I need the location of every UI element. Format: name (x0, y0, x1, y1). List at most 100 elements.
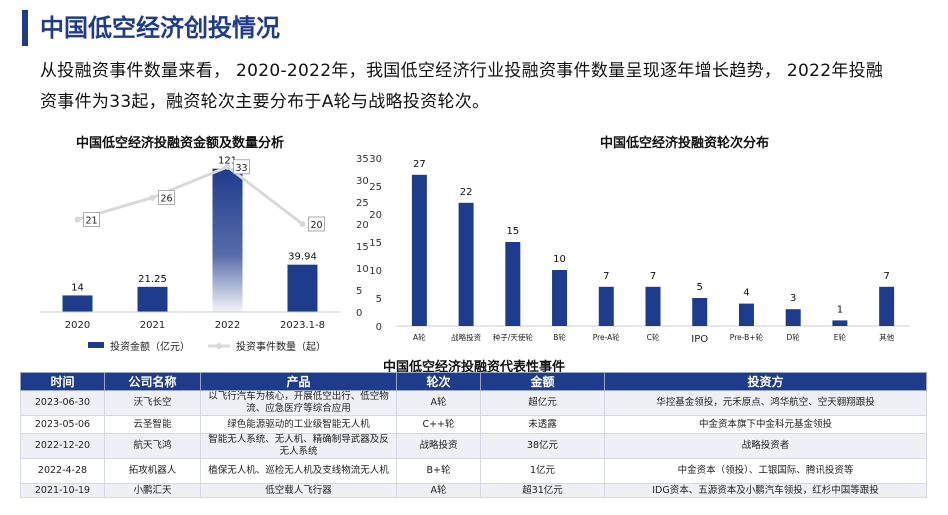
chart2-bar-label: 22 (460, 187, 473, 198)
chart1-right-tick-label: 15 (356, 242, 369, 253)
cell-product: 绿色能源驱动的工业级智能无人机 (200, 415, 397, 434)
table-row: 2021-10-19 小鹏汇天 低空载人飞行器 A轮 超31亿元 IDG资本、五… (20, 483, 927, 498)
chart1-count-line (77, 165, 304, 226)
table-row: 2022-12-20 航天飞鸿 智能无人系统、无人机、精确制导武器及反无人系统 … (20, 433, 927, 459)
chart2-y-tick-label: 10 (369, 266, 382, 277)
chart2-bar-label: 7 (883, 271, 889, 282)
chart2-bar-label: 7 (650, 271, 656, 282)
chart2-bar-label: 27 (413, 159, 426, 170)
chart2-bar-label: 15 (506, 226, 519, 237)
chart2-x-tick-label: 种子/天使轮 (493, 332, 534, 342)
header-product: 产品 (200, 372, 397, 391)
chart2-bar (692, 298, 708, 326)
intro-paragraph: 从投融资事件数量来看， 2020-2022年，我国低空经济行业投融资事件数量呈现… (40, 61, 884, 112)
chart1-title: 中国低空经济投融资金额及数量分析 (76, 136, 285, 151)
chart2-x-tick-label: E轮 (834, 332, 847, 342)
chart2-title: 中国低空经济投融资轮次分布 (600, 136, 770, 151)
chart2-bar-label: 10 (553, 254, 566, 265)
chart1-bar (137, 286, 168, 312)
header-amount: 金额 (480, 372, 605, 391)
cell-company: 小鹏汇天 (104, 483, 201, 498)
chart1-x-tick-label: 2021 (140, 320, 165, 331)
chart1-legend-line-label: 投资事件数量（起） (236, 340, 326, 353)
header-round: 轮次 (396, 372, 481, 391)
chart2-bar-label: 3 (790, 293, 796, 304)
chart2-bar (552, 270, 568, 326)
cell-investors: 华控基金领投，元禾原点、鸿华航空、空天翱翔跟投 (604, 390, 927, 416)
chart1-bar-label: 39.94 (288, 252, 317, 263)
cell-round: A轮 (396, 483, 481, 498)
chart2-bar (598, 286, 614, 326)
chart2-x-tick-label: C轮 (647, 332, 660, 342)
events-table: 时间 公司名称 产品 轮次 金额 投资方 2023-06-30 沃飞长空 以飞行… (20, 372, 927, 498)
cell-product: 以飞行汽车为核心，开展低空出行、低空物流、应急医疗等综合应用 (200, 390, 397, 416)
cell-round: C++轮 (396, 415, 481, 434)
cell-investors: IDG资本、五源资本及小鹏汽车领投，红杉中国等跟投 (604, 483, 927, 498)
cell-product: 智能无人系统、无人机、精确制导武器及反无人系统 (200, 433, 397, 459)
chart1-x-tick-label: 2023.1-8 (280, 320, 325, 331)
chart1-right-tick-label: 35 (356, 154, 369, 165)
chart1-legend-bar-label: 投资金额（亿元） (110, 340, 190, 353)
chart1-count-label-box (233, 159, 250, 175)
chart2-y-tick-label: 25 (369, 182, 382, 193)
chart2-x-tick-label: IPO (691, 334, 708, 345)
header-date: 时间 (20, 372, 105, 391)
cell-round: 战略投资 (396, 433, 481, 459)
chart2-bar-label: 1 (837, 304, 843, 315)
chart2-x-tick-label: Pre-B+轮 (730, 332, 764, 342)
chart2-bar (645, 286, 661, 326)
chart1-bar-label: 21.25 (138, 274, 167, 285)
chart1-count-label: 26 (160, 194, 172, 205)
chart1-funding-amount-and-count: 14 21.25 121 39.94 21 26 33 20 0 5 10 15 20 25 30 35 2… (40, 154, 369, 353)
cell-investors: 中金资本旗下中金科元基金领投 (604, 415, 927, 434)
cell-date: 2022-4-28 (20, 458, 105, 484)
chart2-x-tick-label: A轮 (413, 332, 426, 342)
chart2-bar (738, 303, 754, 326)
chart1-bar (62, 295, 93, 312)
cell-investors: 战略投资者 (604, 433, 927, 459)
cell-date: 2022-12-20 (20, 433, 105, 459)
cell-company: 拓攻机器人 (104, 458, 201, 484)
cell-date: 2023-06-30 (20, 390, 105, 416)
title-accent-bar (22, 10, 28, 46)
chart2-x-tick-label: 其他 (879, 332, 894, 342)
chart2-y-tick-label: 20 (369, 210, 382, 221)
chart1-count-label-box (83, 212, 100, 227)
cell-product: 植保无人机、巡检无人机及支线物流无人机 (200, 458, 397, 484)
chart1-right-tick-label: 5 (356, 286, 362, 297)
chart2-y-tick-label: 15 (369, 238, 382, 249)
chart2-y-tick-label: 30 (369, 154, 382, 165)
chart1-count-label: 21 (85, 216, 97, 227)
chart1-right-tick-label: 25 (356, 198, 369, 209)
chart2-y-tick-label: 5 (376, 294, 382, 305)
header-investors: 投资方 (604, 372, 927, 391)
chart2-bar (879, 286, 895, 326)
cell-amount: 超31亿元 (480, 483, 605, 498)
chart2-bar (832, 320, 848, 326)
chart1-x-tick-label: 2022 (215, 320, 240, 331)
chart2-x-tick-label: Pre-A轮 (593, 332, 621, 342)
chart1-legend-bar-swatch (88, 342, 104, 348)
chart2-y-tick-label: 0 (376, 322, 382, 333)
header-company: 公司名称 (104, 372, 201, 391)
page-title: 中国低空经济创投情况 (40, 14, 280, 42)
table-title: 中国低空经济投融资代表性事件 (382, 360, 565, 375)
cell-company: 航天飞鸿 (104, 433, 201, 459)
chart2-bar (505, 242, 521, 326)
chart1-right-tick-label: 10 (356, 264, 369, 275)
chart1-x-tick-label: 2020 (65, 320, 90, 331)
table-row: 2023-05-06 云圣智能 绿色能源驱动的工业级智能无人机 C++轮 未透露… (20, 415, 927, 434)
cell-company: 沃飞长空 (104, 390, 201, 416)
chart2-bar-label: 5 (697, 282, 703, 293)
chart2-bar-label: 7 (603, 271, 609, 282)
chart1-legend-line-marker (216, 343, 222, 349)
cell-round: B+轮 (396, 458, 481, 484)
chart1-count-label-box (158, 190, 175, 205)
chart1-count-label-box (308, 216, 325, 232)
chart1-bar-label: 121 (218, 156, 237, 167)
table-row: 2022-4-28 拓攻机器人 植保无人机、巡检无人机及支线物流无人机 B+轮 … (20, 458, 927, 484)
cell-company: 云圣智能 (104, 415, 201, 434)
chart2-x-tick-label: B轮 (553, 332, 566, 342)
cell-amount: 超亿元 (480, 390, 605, 416)
